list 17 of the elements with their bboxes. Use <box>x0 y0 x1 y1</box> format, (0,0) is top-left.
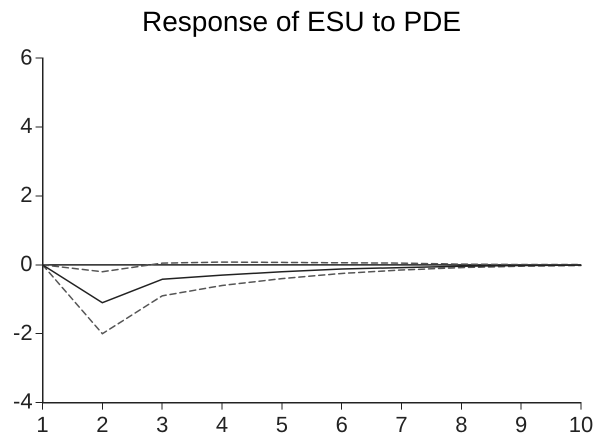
y-tick-label: 6 <box>20 44 33 70</box>
x-tick-label: 5 <box>276 412 288 437</box>
chart-title: Response of ESU to PDE <box>140 6 462 39</box>
x-tick-label: 3 <box>156 412 168 437</box>
x-tick-label: 10 <box>568 412 594 437</box>
x-tick-label: 9 <box>515 412 528 437</box>
y-tick-label: 0 <box>20 250 33 276</box>
y-tick-label: -2 <box>13 320 33 345</box>
y-tick-label: 2 <box>20 182 33 208</box>
x-tick-label: 7 <box>395 412 408 437</box>
x-tick-label: 2 <box>96 412 109 437</box>
x-tick-label: 1 <box>36 412 49 437</box>
y-tick-label: -4 <box>13 388 33 414</box>
x-tick-label: 8 <box>455 412 468 437</box>
x-tick-label: 4 <box>216 412 228 437</box>
x-tick-label: 6 <box>336 412 348 437</box>
y-tick-label: 4 <box>20 113 33 138</box>
